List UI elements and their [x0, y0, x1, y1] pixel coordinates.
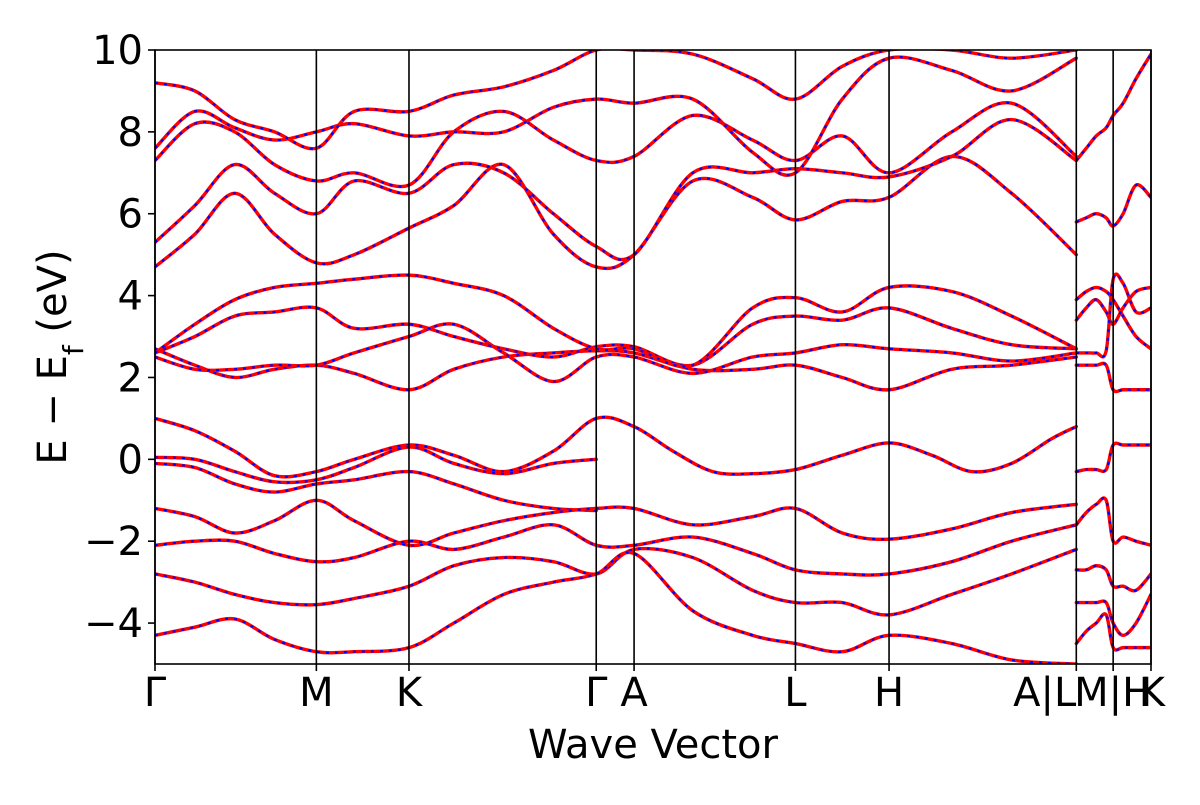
band-6-dash — [155, 551, 1077, 664]
band-10-dash — [155, 273, 1077, 368]
band-24-dash — [1075, 612, 1151, 652]
x-tick-label-3: Γ — [585, 670, 608, 716]
band-15-dash — [155, 50, 1077, 150]
band-4-dash — [155, 523, 1077, 577]
band-2-line — [155, 461, 598, 513]
x-tick-label-7: A|L — [1013, 670, 1077, 716]
band-15-line — [155, 50, 1078, 151]
band-1-line — [155, 445, 598, 485]
band-8-dash — [155, 322, 1077, 383]
y-axis-label-sub: f — [57, 344, 90, 355]
band-13-dash — [155, 101, 1078, 188]
band-0-line — [155, 415, 1078, 479]
band-14-dash — [155, 56, 1077, 177]
x-axis-label: Wave Vector — [528, 722, 779, 768]
band-6-line — [155, 550, 1078, 664]
x-tick-label-2: K — [396, 670, 424, 716]
x-tick-label-4: A — [620, 670, 648, 716]
y-axis-ticks: −4 −2 0 2 4 6 8 10 — [84, 28, 155, 647]
band-22-dash — [1076, 564, 1151, 592]
x-tick-label-1: M — [299, 670, 334, 716]
bands-layer — [155, 50, 1151, 664]
band-25-dash — [1076, 362, 1151, 393]
band-13-line — [155, 101, 1078, 189]
x-tick-label-8: M|H — [1074, 670, 1152, 716]
y-tick-label-0: −4 — [84, 601, 143, 647]
band-23-dash — [1076, 593, 1151, 637]
band-3-dash — [155, 499, 1077, 547]
y-tick-label-6: 8 — [118, 110, 143, 156]
y-tick-label-5: 6 — [118, 192, 143, 238]
band-16-dash — [1075, 183, 1151, 228]
y-tick-label-7: 10 — [92, 28, 143, 74]
y-axis-label-main: E − E — [30, 355, 76, 465]
y-tick-label-4: 4 — [118, 274, 143, 320]
x-axis-ticks: Γ M K Γ A L H A|LM|HK — [144, 664, 1167, 716]
band-19-dash — [1075, 53, 1151, 162]
band-5-dash — [155, 547, 1077, 616]
x-tick-label-5: L — [784, 670, 807, 716]
band-9-line — [155, 305, 1078, 368]
band-9-dash — [155, 306, 1077, 367]
x-tick-label-6: H — [874, 670, 904, 716]
plot-frame — [154, 49, 1152, 665]
band-14-line — [155, 55, 1078, 177]
band-20-dash — [1076, 442, 1151, 473]
x-tick-label-9: K — [1139, 670, 1167, 716]
y-tick-label-1: −2 — [84, 519, 143, 565]
y-tick-label-3: 2 — [118, 355, 143, 401]
y-axis-label-tail: (eV) — [30, 249, 76, 345]
x-tick-label-0: Γ — [144, 670, 167, 716]
y-tick-label-2: 0 — [118, 437, 143, 483]
y-axis-label: E − Ef (eV) — [30, 249, 90, 464]
band-21-dash — [1075, 496, 1151, 547]
band-26-dash — [1076, 273, 1151, 358]
band-0-dash — [155, 416, 1077, 478]
